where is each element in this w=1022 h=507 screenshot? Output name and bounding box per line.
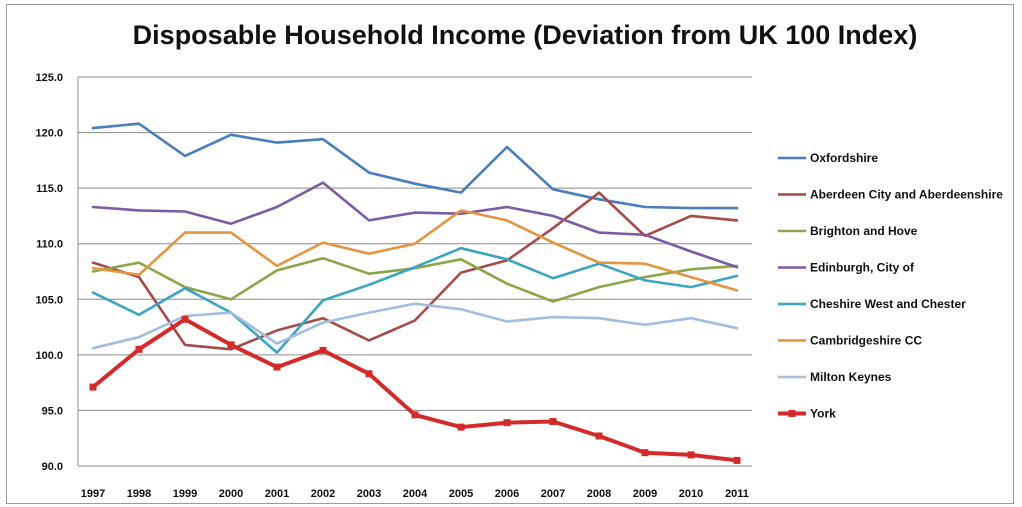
x-tick-label: 2000 xyxy=(219,488,243,500)
gridlines xyxy=(78,76,752,467)
data-point-marker xyxy=(687,451,695,459)
data-point-marker xyxy=(89,383,97,391)
y-tick-label: 95.0 xyxy=(42,405,63,417)
legend-label: Milton Keynes xyxy=(810,370,892,384)
data-point-marker xyxy=(549,418,557,426)
y-tick-label: 100.0 xyxy=(35,350,63,362)
legend-label: Brighton and Hove xyxy=(810,224,918,238)
series-group xyxy=(91,246,739,354)
x-tick-label: 2008 xyxy=(587,488,611,500)
data-point-marker xyxy=(641,449,649,457)
legend-label: Edinburgh, City of xyxy=(810,261,915,275)
x-tick-label: 1997 xyxy=(81,488,105,500)
data-point-marker xyxy=(595,432,603,440)
x-tick-label: 2004 xyxy=(403,488,428,500)
axes: 125.0 120.0 115.0 110.0 105.0 100.0 95.0 90.0 19… xyxy=(35,72,748,500)
series-line xyxy=(91,181,739,269)
series-group xyxy=(91,122,739,210)
data-point-marker xyxy=(503,419,511,427)
x-tick-label: 2009 xyxy=(633,488,657,500)
data-point-marker xyxy=(319,346,327,354)
chart-title: Disposable Household Income (Deviation f… xyxy=(133,20,918,50)
legend-marker xyxy=(788,410,796,417)
x-tick-label: 2011 xyxy=(725,488,749,500)
data-point-marker xyxy=(181,315,189,323)
data-point-marker xyxy=(365,370,373,378)
legend-label: Cheshire West and Chester xyxy=(810,297,966,311)
series-group xyxy=(91,209,739,292)
y-tick-label: 110.0 xyxy=(36,239,63,251)
legend-label: York xyxy=(810,407,836,421)
series-group xyxy=(91,302,739,350)
x-tick-label: 2005 xyxy=(449,488,473,500)
y-tick-label: 115.0 xyxy=(36,183,63,195)
y-tick-label: 105.0 xyxy=(35,294,63,306)
x-tick-label: 2007 xyxy=(541,488,565,500)
data-point-marker xyxy=(273,363,281,371)
x-tick-label: 2003 xyxy=(357,488,381,500)
x-tick-label: 1999 xyxy=(173,488,197,500)
data-point-marker xyxy=(457,423,465,431)
x-tick-label: 2001 xyxy=(265,488,289,500)
series-line xyxy=(91,122,739,210)
x-tick-label: 2006 xyxy=(495,488,519,500)
series-group xyxy=(91,191,739,351)
y-tick-label: 125.0 xyxy=(35,72,63,84)
series-line xyxy=(91,302,739,350)
series-line xyxy=(91,209,739,292)
x-tick-label: 2010 xyxy=(679,488,703,500)
y-tick-label: 120.0 xyxy=(35,128,63,140)
legend-label: Cambridgeshire CC xyxy=(810,334,922,348)
legend: Oxfordshire Aberdeen City and Aberdeenshi… xyxy=(778,151,1003,421)
data-point-marker xyxy=(135,345,143,353)
data-point-marker xyxy=(411,411,419,419)
series-line xyxy=(91,246,739,354)
series-group xyxy=(89,315,741,464)
series-line xyxy=(91,191,739,351)
legend-label: Aberdeen City and Aberdeenshire xyxy=(810,188,1003,202)
y-tick-label: 90.0 xyxy=(42,461,63,473)
series-group xyxy=(91,181,739,269)
x-tick-label: 2002 xyxy=(311,488,335,500)
legend-label: Oxfordshire xyxy=(810,151,878,165)
data-point-marker xyxy=(733,456,741,464)
data-point-marker xyxy=(227,341,235,349)
series-line xyxy=(91,317,739,463)
series-lines xyxy=(89,122,741,464)
x-tick-label: 1998 xyxy=(127,488,151,500)
